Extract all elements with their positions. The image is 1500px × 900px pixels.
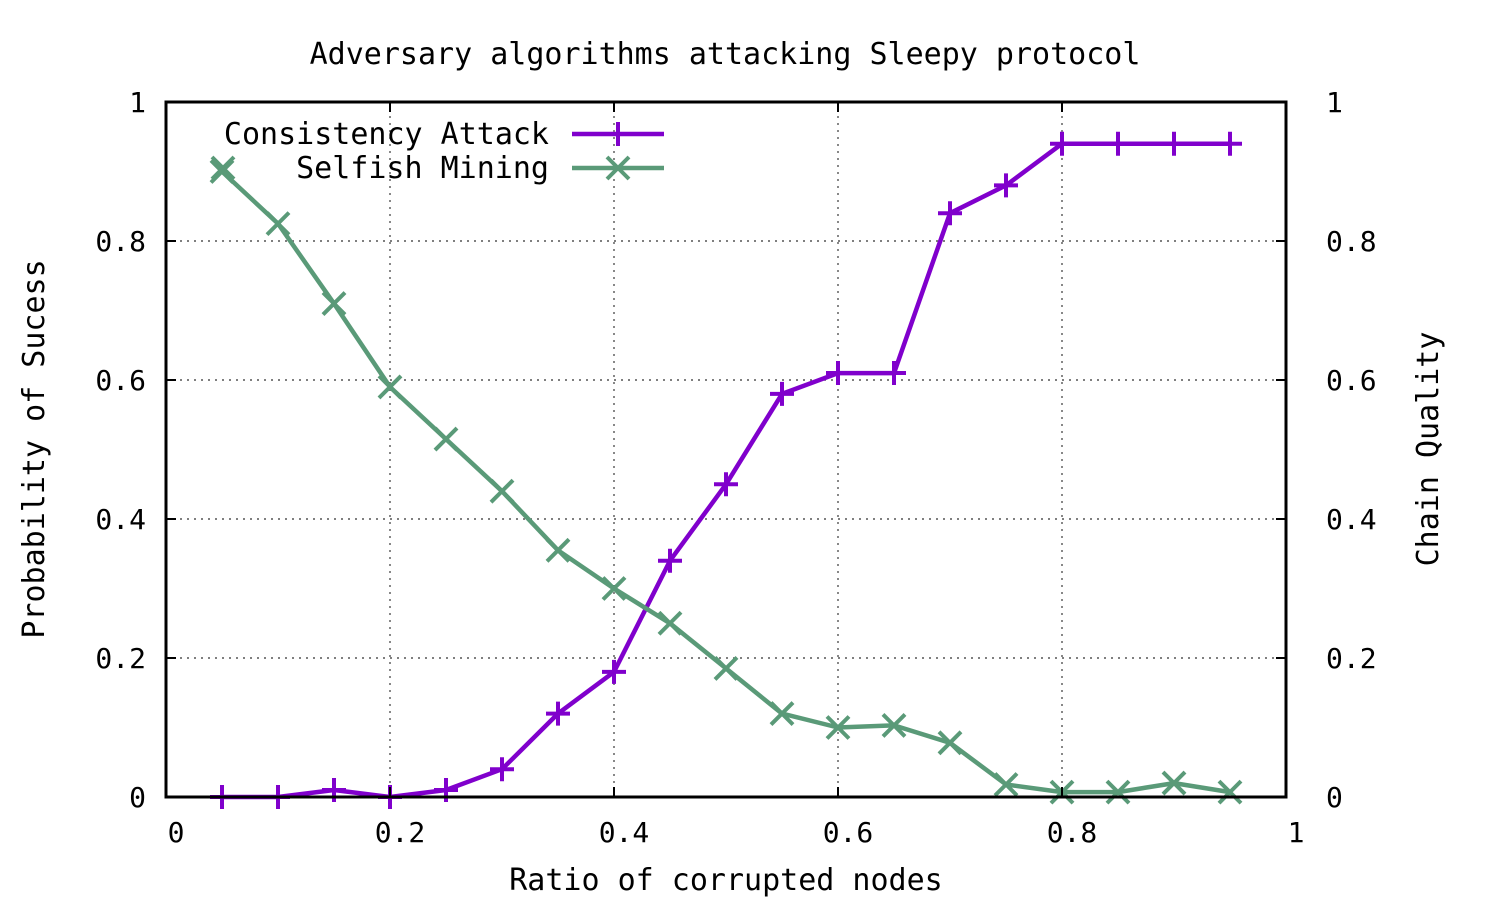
series-layer [209, 131, 1243, 809]
data-point [881, 713, 907, 738]
x-tick-label: 0.6 [823, 816, 874, 849]
grid [166, 102, 1286, 797]
data-point [602, 659, 626, 684]
legend-marker-extra [210, 155, 236, 181]
y-tick-label: 0.4 [95, 503, 146, 536]
plot-frame [164, 100, 1288, 799]
x-axis-label: Ratio of corrupted nodes [509, 863, 942, 898]
data-point [993, 772, 1019, 797]
data-point [1162, 131, 1186, 156]
y-tick-label: 0.8 [95, 225, 146, 258]
data-point [1218, 131, 1242, 156]
data-point [545, 537, 571, 563]
legend-marker [606, 122, 630, 146]
data-point [489, 478, 515, 504]
data-point [713, 656, 739, 681]
legend-label: Consistency Attack [224, 117, 549, 152]
data-point [1106, 131, 1130, 156]
y2-tick-label: 1 [1326, 86, 1343, 119]
y2-axis-label: Chain Quality [1411, 332, 1446, 567]
data-point [1217, 779, 1243, 805]
data-point [321, 291, 347, 316]
data-point [377, 374, 403, 400]
data-point [882, 361, 906, 386]
data-point [826, 361, 850, 386]
legend-marker [605, 155, 631, 181]
y-axis-label: Probability of Sucess [17, 259, 52, 638]
data-point [546, 701, 570, 726]
data-point [265, 211, 291, 237]
data-point [770, 381, 794, 406]
data-point [937, 730, 963, 756]
chart-title: Adversary algorithms attacking Sleepy pr… [310, 37, 1141, 72]
x-tick-label: 0.8 [1047, 816, 1098, 849]
y2-tick-label: 0.2 [1326, 642, 1377, 675]
data-point [601, 576, 627, 601]
y2-tick-label: 0.8 [1326, 225, 1377, 258]
data-point [994, 173, 1018, 198]
data-point [490, 757, 514, 782]
data-point [938, 201, 962, 226]
y-tick-label: 0 [129, 781, 146, 814]
series-1 [210, 131, 1242, 809]
x-tick-label: 0.4 [599, 816, 650, 849]
legend-label: Selfish Mining [296, 151, 549, 186]
y2-tick-label: 0.6 [1326, 364, 1377, 397]
data-point [714, 472, 738, 497]
y2-tick-label: 0.4 [1326, 503, 1377, 536]
data-point [433, 426, 459, 452]
y-tick-label: 0.2 [95, 642, 146, 675]
ticks: 0 0.2 0.4 0.6 0.8 100.20.40.60.8100.20.40.60.… [95, 86, 1376, 849]
x-tick-label: 1 [1288, 816, 1305, 849]
data-point [658, 548, 682, 573]
y-tick-label: 0.6 [95, 364, 146, 397]
data-point [769, 701, 795, 727]
data-point [1105, 779, 1131, 805]
data-point [657, 610, 683, 636]
x-tick-label: 0.2 [375, 816, 426, 849]
data-point [1161, 770, 1187, 796]
data-point [825, 715, 851, 740]
y-tick-label: 1 [129, 86, 146, 119]
data-point [1050, 131, 1074, 156]
y2-tick-label: 0 [1326, 781, 1343, 814]
x-tick-label: 0 [168, 816, 185, 849]
